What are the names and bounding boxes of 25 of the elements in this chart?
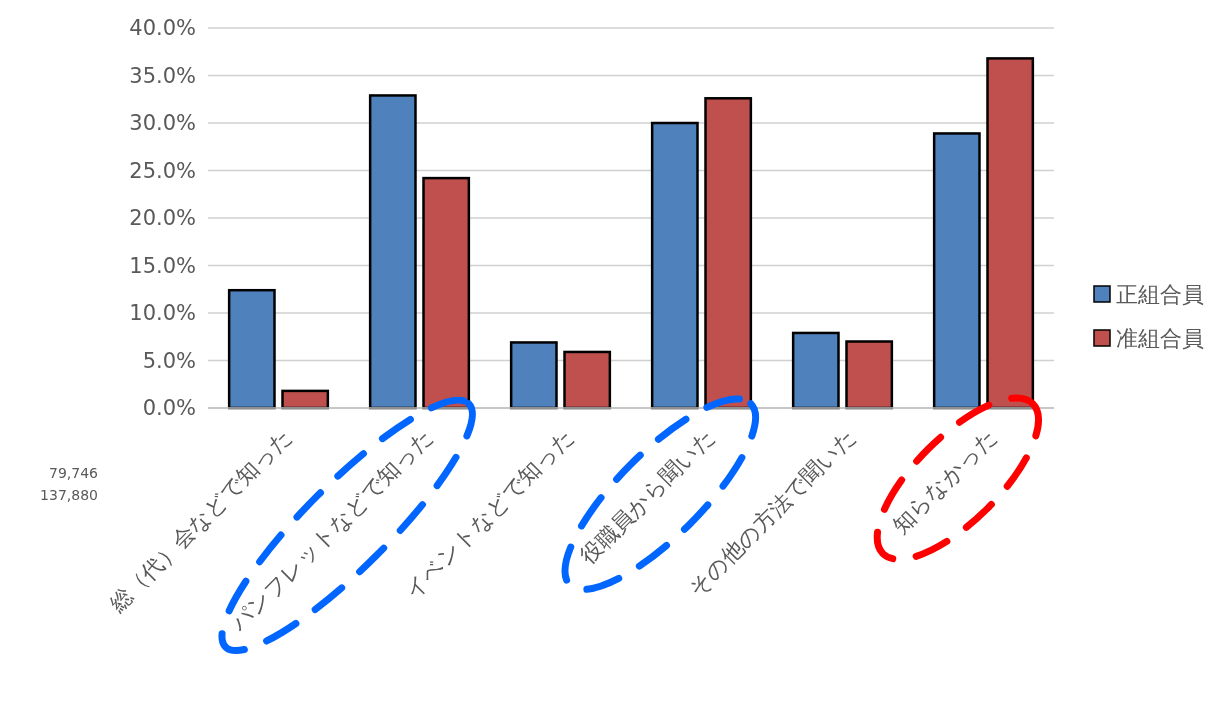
y-tick-label: 40.0% (129, 16, 196, 41)
legend-label: 正組合員 (1116, 281, 1204, 307)
y-tick-label: 0.0% (142, 396, 196, 421)
y-tick-label: 5.0% (142, 348, 196, 373)
legend-label: 准組合員 (1116, 325, 1204, 351)
bar (650, 121, 699, 410)
bar (368, 94, 417, 410)
y-tick-label: 35.0% (129, 63, 196, 88)
bar (845, 340, 894, 410)
bar (704, 97, 753, 410)
y-tick-label: 30.0% (129, 111, 196, 136)
bar (509, 341, 558, 410)
bar (422, 176, 471, 410)
y-tick-label: 10.0% (129, 301, 196, 326)
bar (932, 132, 981, 410)
y-tick-label: 20.0% (129, 206, 196, 231)
bar (986, 57, 1035, 410)
y-tick-label: 25.0% (129, 158, 196, 183)
text: 137,880 (40, 487, 98, 503)
bar (563, 350, 612, 410)
text: 79,746 (49, 465, 99, 481)
bar (227, 288, 276, 410)
bar (791, 331, 840, 410)
y-tick-label: 15.0% (129, 253, 196, 278)
x-tick-label: 知らなかった (887, 423, 1003, 539)
